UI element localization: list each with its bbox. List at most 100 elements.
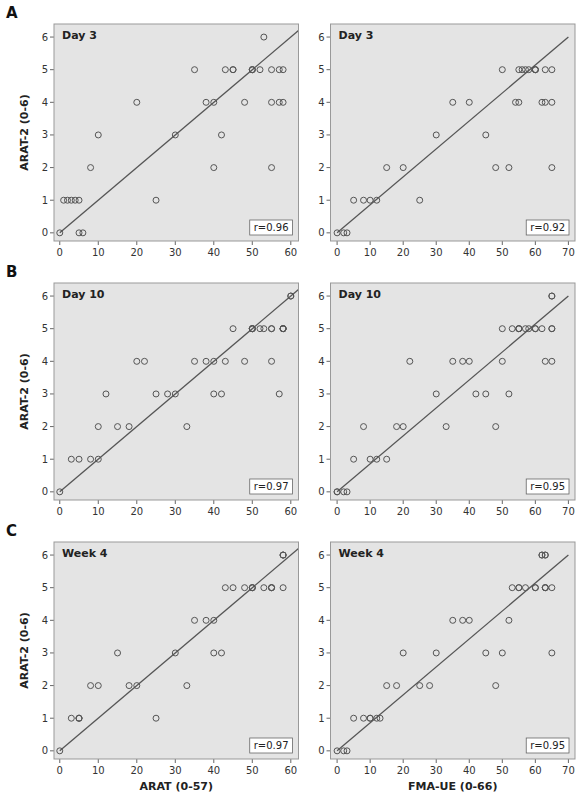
x-tick-label: 0: [334, 506, 340, 517]
point: [493, 683, 499, 689]
point: [549, 650, 555, 656]
y-tick-label: 6: [318, 291, 324, 302]
y-tick-label: 2: [318, 680, 324, 691]
point: [269, 99, 275, 105]
y-tick-label: 5: [42, 323, 48, 334]
point: [400, 165, 406, 171]
x-tick: [436, 759, 437, 763]
data-layer: [57, 31, 299, 236]
x-tick: [213, 500, 214, 504]
x-tick: [59, 241, 60, 245]
y-tick: [327, 200, 331, 201]
x-tick: [436, 500, 437, 504]
y-tick-label: 6: [318, 32, 324, 43]
point: [460, 617, 466, 623]
point: [506, 617, 512, 623]
y-tick-label: 1: [318, 454, 324, 465]
point: [280, 326, 286, 332]
point: [126, 424, 132, 430]
regression-line: [60, 290, 299, 492]
x-tick: [213, 759, 214, 763]
x-tick: [403, 759, 404, 763]
point: [433, 650, 439, 656]
point: [115, 424, 121, 430]
y-tick-label: 3: [318, 388, 324, 399]
panel-title: Day 3: [339, 29, 374, 42]
point: [539, 326, 545, 332]
point: [499, 358, 505, 364]
data-layer: [334, 552, 568, 754]
point: [211, 650, 217, 656]
point: [433, 132, 439, 138]
point: [466, 617, 472, 623]
y-tick-label: 2: [42, 421, 48, 432]
y-axis-label: ARAT-2 (0-6): [18, 612, 31, 689]
x-tick-label: 40: [463, 506, 476, 517]
x-tick: [469, 759, 470, 763]
point: [280, 99, 286, 105]
plot-frame: [331, 283, 576, 500]
x-tick-label: 0: [57, 247, 63, 258]
point: [88, 165, 94, 171]
y-tick: [50, 426, 54, 427]
r-value: r=0.97: [254, 481, 289, 492]
point: [450, 358, 456, 364]
y-tick-label: 1: [42, 195, 48, 206]
point: [134, 99, 140, 105]
x-tick-label: 30: [169, 506, 182, 517]
point: [222, 67, 228, 73]
y-tick: [50, 685, 54, 686]
plot-frame: [331, 24, 576, 241]
point: [407, 358, 413, 364]
point: [384, 456, 390, 462]
data-layer: [57, 290, 299, 495]
panel: 01020304050600123456Week 4r=0.97ARAT (0-…: [6, 522, 299, 793]
y-tick-label: 3: [318, 647, 324, 658]
panel-title: Day 10: [339, 288, 382, 301]
point: [473, 391, 479, 397]
point: [384, 165, 390, 171]
y-tick-label: 6: [42, 291, 48, 302]
r-value: r=0.95: [530, 740, 565, 751]
point: [549, 358, 555, 364]
point: [549, 99, 555, 105]
point: [400, 650, 406, 656]
data-layer: [334, 293, 568, 495]
point: [549, 326, 555, 332]
point: [203, 358, 209, 364]
x-tick: [290, 759, 291, 763]
x-tick: [403, 500, 404, 504]
point: [230, 585, 236, 591]
point: [280, 326, 286, 332]
plot-frame: [54, 542, 299, 759]
point: [230, 67, 236, 73]
point: [280, 552, 286, 558]
point: [351, 456, 357, 462]
y-tick: [327, 555, 331, 556]
x-tick-label: 20: [397, 506, 410, 517]
point: [88, 683, 94, 689]
x-tick-label: 70: [562, 247, 575, 258]
y-tick: [327, 652, 331, 653]
point: [95, 132, 101, 138]
point: [549, 326, 555, 332]
x-tick-label: 0: [57, 765, 63, 776]
plot-area: [331, 283, 576, 500]
point: [443, 424, 449, 430]
r-value: r=0.92: [530, 222, 565, 233]
x-tick: [98, 241, 99, 245]
y-tick-label: 0: [318, 227, 324, 238]
point: [427, 683, 433, 689]
x-tick-label: 60: [284, 765, 297, 776]
plot-frame: [54, 283, 299, 500]
panel: 0102030405060700123456Day 3r=0.92: [318, 24, 575, 258]
point: [516, 326, 522, 332]
x-tick: [535, 759, 536, 763]
x-tick-label: 40: [207, 506, 220, 517]
y-tick-label: 3: [42, 388, 48, 399]
y-tick-label: 6: [42, 550, 48, 561]
y-tick: [50, 328, 54, 329]
y-tick-label: 3: [318, 129, 324, 140]
y-tick: [50, 102, 54, 103]
point: [230, 67, 236, 73]
